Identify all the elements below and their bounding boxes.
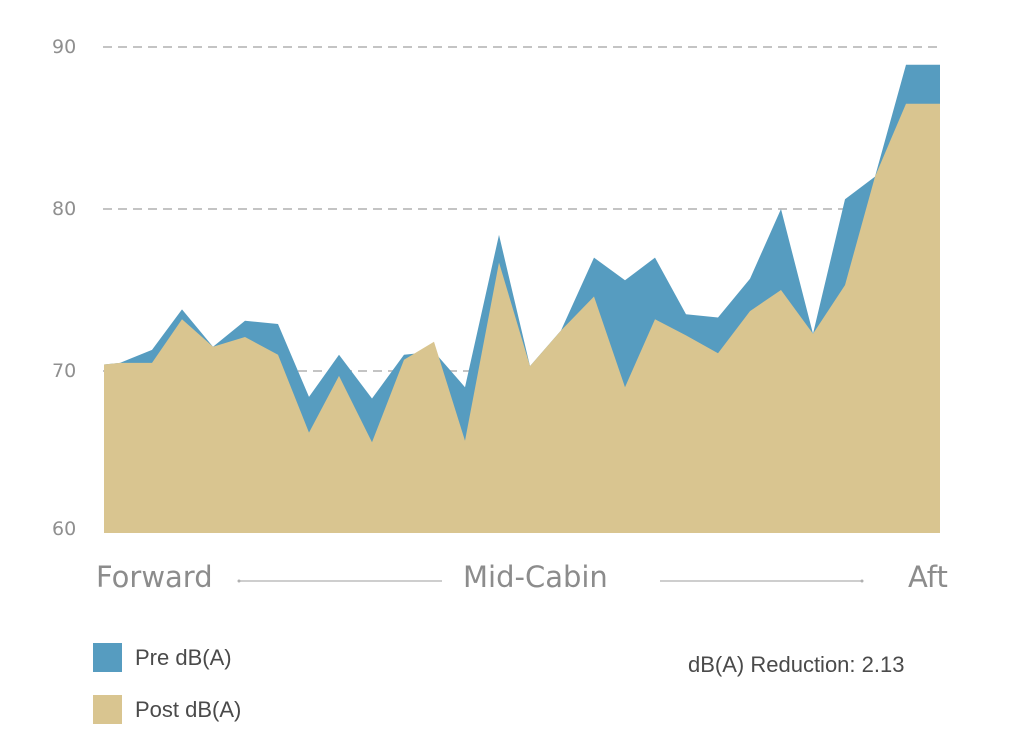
legend-label-pre: Pre dB(A) [135, 644, 232, 670]
x-label-forward: Forward [96, 560, 213, 594]
y-tick-90: 90 [52, 36, 77, 58]
y-tick-80: 80 [52, 198, 77, 220]
y-tick-60: 60 [52, 518, 77, 540]
x-label-aft: Aft [908, 560, 948, 594]
legend-label-post: Post dB(A) [135, 696, 242, 722]
arrow-left-tail [237, 579, 241, 583]
legend-item-pre: Pre dB(A) [93, 643, 232, 672]
arrow-right-head [860, 579, 864, 583]
legend-swatch-post [93, 695, 122, 724]
y-tick-70: 70 [52, 360, 77, 382]
reduction-annotation: dB(A) Reduction: 2.13 [688, 652, 905, 677]
x-label-mid-cabin: Mid-Cabin [463, 560, 608, 594]
legend-item-post: Post dB(A) [93, 695, 241, 724]
post-dba-area [104, 103, 940, 533]
legend-swatch-pre [93, 643, 122, 672]
